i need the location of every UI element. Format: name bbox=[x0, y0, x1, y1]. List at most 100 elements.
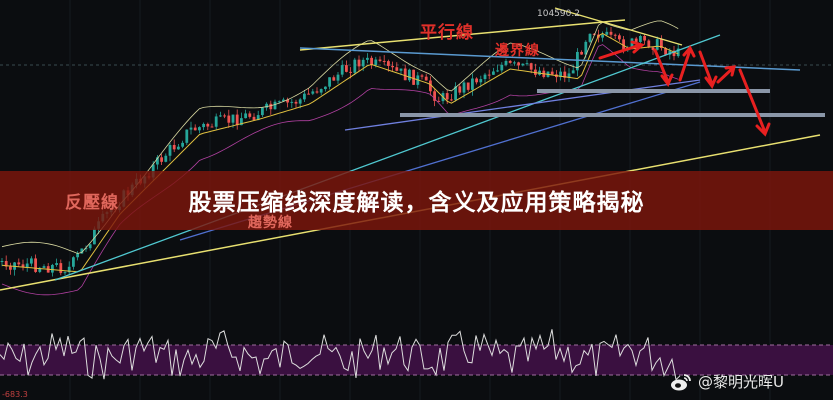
candle-body bbox=[214, 116, 218, 127]
watermark: @黎明光晖U bbox=[670, 371, 784, 392]
candle-body bbox=[340, 65, 344, 75]
candle-body bbox=[248, 113, 252, 117]
candle-body bbox=[651, 47, 655, 50]
candle-body bbox=[324, 86, 327, 90]
horizontal-zone-2 bbox=[400, 113, 825, 117]
candle-body bbox=[466, 82, 470, 90]
candle-body bbox=[303, 93, 306, 100]
candle-body bbox=[445, 93, 449, 100]
candle-body bbox=[508, 60, 512, 63]
candle-body bbox=[513, 62, 516, 64]
candle-body bbox=[395, 67, 399, 71]
arrow-down bbox=[653, 48, 674, 87]
candle-body bbox=[286, 99, 289, 103]
horizontal-zone-1 bbox=[537, 89, 770, 93]
candle-body bbox=[88, 244, 92, 249]
candle-body bbox=[374, 59, 378, 66]
candle-body bbox=[475, 78, 478, 83]
title-banner bbox=[0, 171, 833, 230]
candle-body bbox=[332, 77, 336, 81]
arrow-up bbox=[678, 45, 696, 82]
candle-body bbox=[403, 68, 407, 81]
candle-body bbox=[277, 101, 281, 103]
candle-body bbox=[210, 126, 214, 128]
candle-body bbox=[487, 74, 491, 76]
candle-body bbox=[42, 266, 46, 268]
candle-body bbox=[315, 91, 319, 93]
candle-body bbox=[483, 74, 487, 80]
candle-body bbox=[17, 262, 21, 265]
candle-body bbox=[168, 144, 172, 156]
boundary-line bbox=[299, 47, 801, 71]
candle-body bbox=[59, 263, 63, 273]
candle-body bbox=[424, 76, 428, 81]
candle-body bbox=[676, 48, 680, 57]
candle-body bbox=[269, 103, 273, 110]
candle-body bbox=[458, 86, 462, 93]
candle-body bbox=[298, 99, 302, 104]
candle-body bbox=[185, 129, 189, 143]
candle-body bbox=[370, 57, 373, 66]
candle-body bbox=[156, 157, 159, 165]
candle-body bbox=[357, 59, 361, 67]
candle-body bbox=[294, 101, 298, 104]
candle-body bbox=[634, 38, 638, 42]
candle-body bbox=[72, 257, 75, 267]
candle-body bbox=[647, 40, 651, 48]
candle-body bbox=[328, 77, 331, 87]
candle-body bbox=[290, 101, 294, 103]
price-high-label: 104590.2 bbox=[537, 9, 580, 19]
candle-body bbox=[198, 127, 201, 131]
candle-body bbox=[613, 34, 617, 36]
oscillator-band bbox=[0, 345, 833, 375]
candle-body bbox=[500, 64, 504, 71]
candle-body bbox=[231, 114, 235, 123]
resistance-line-label: 反壓線 bbox=[65, 193, 119, 213]
candle-body bbox=[80, 248, 84, 254]
candle-body bbox=[525, 63, 529, 65]
candle-body bbox=[273, 101, 277, 110]
candle-body bbox=[256, 115, 260, 121]
candle-body bbox=[391, 65, 394, 68]
candle-body bbox=[496, 70, 499, 72]
candle-body bbox=[588, 33, 592, 42]
candle-body bbox=[618, 35, 621, 40]
oscillator-line bbox=[0, 329, 681, 381]
arrow-down bbox=[698, 50, 718, 89]
candle-body bbox=[450, 99, 453, 101]
candle-body bbox=[223, 115, 226, 117]
candle-body bbox=[282, 99, 285, 102]
candle-body bbox=[0, 260, 4, 262]
candle-body bbox=[605, 31, 609, 35]
candle-body bbox=[55, 263, 58, 265]
candle-body bbox=[622, 39, 625, 51]
candle-body bbox=[76, 253, 79, 258]
boundary-line-label: 邊界線 bbox=[495, 43, 540, 59]
arrow-up bbox=[598, 40, 646, 60]
candle-body bbox=[227, 115, 231, 123]
candle-body bbox=[492, 71, 495, 75]
candle-body bbox=[160, 157, 163, 162]
candle-body bbox=[34, 258, 37, 272]
rising-line bbox=[54, 34, 721, 281]
arrow-down bbox=[738, 68, 771, 137]
candle-body bbox=[349, 71, 352, 73]
candle-body bbox=[601, 34, 604, 38]
support-line bbox=[344, 79, 701, 131]
candle-body bbox=[311, 91, 315, 94]
candle-body bbox=[412, 69, 415, 85]
candle-body bbox=[202, 123, 205, 128]
candle-body bbox=[63, 272, 67, 274]
parallel-line bbox=[299, 19, 626, 51]
candle-body bbox=[261, 107, 264, 116]
candle-body bbox=[408, 69, 411, 81]
candle-body bbox=[172, 144, 176, 150]
weibo-icon bbox=[671, 373, 691, 390]
candle-body bbox=[177, 146, 180, 150]
candle-body bbox=[567, 73, 571, 78]
arrow-up bbox=[716, 65, 736, 84]
watermark-text: @黎明光晖U bbox=[698, 373, 784, 391]
candle-body bbox=[584, 41, 588, 55]
candle-body bbox=[382, 60, 386, 62]
candle-body bbox=[420, 75, 424, 77]
